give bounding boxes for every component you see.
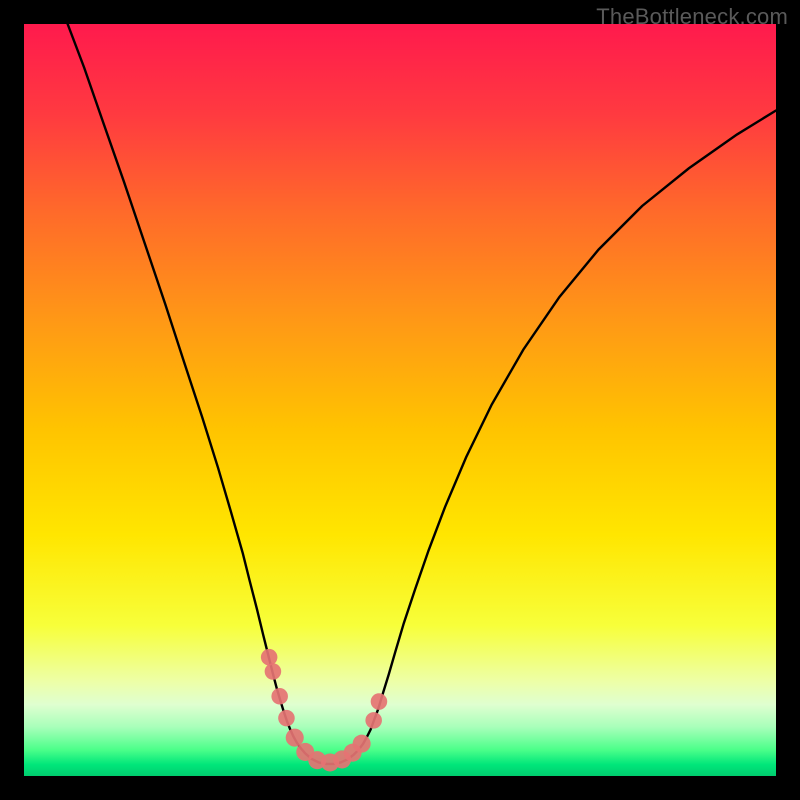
marker-point [271, 688, 288, 705]
marker-point [365, 712, 382, 729]
marker-point [353, 735, 371, 753]
marker-point [371, 693, 388, 710]
marker-point [278, 710, 295, 727]
watermark-text: TheBottleneck.com [596, 4, 788, 30]
marker-point [261, 649, 278, 666]
plot-area [24, 24, 776, 776]
plot-background [24, 24, 776, 776]
chart-outer: TheBottleneck.com [0, 0, 800, 800]
marker-point [265, 663, 282, 680]
